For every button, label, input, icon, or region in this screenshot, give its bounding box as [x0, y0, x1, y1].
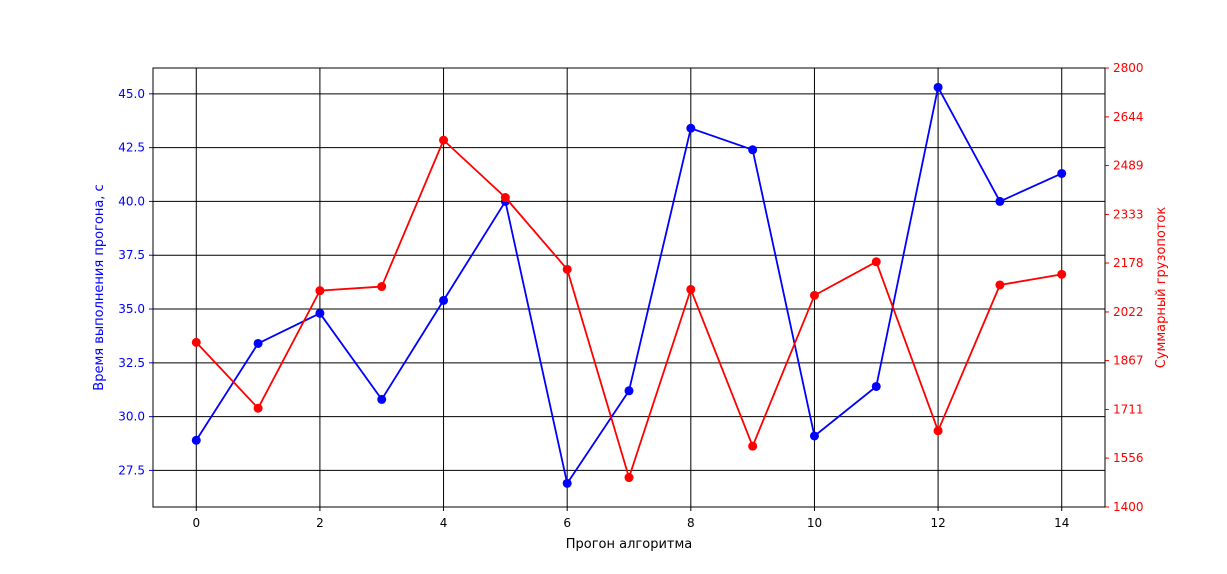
data-point-s0-7: [624, 386, 634, 396]
y-right-tick-label-1: 1556: [1113, 451, 1144, 465]
y-right-tick-label-9: 2800: [1113, 61, 1144, 75]
data-point-s1-4: [439, 135, 449, 145]
data-point-s1-13: [995, 280, 1005, 290]
y-left-tick-label-5: 40.0: [118, 194, 145, 208]
y-left-axis-ticks: 27.5 30.0 32.5 35.0 37.5 40.0 42.5 45.0: [118, 87, 153, 477]
data-point-s1-11: [871, 257, 881, 267]
y-left-tick-label-2: 32.5: [118, 356, 145, 370]
y-left-tick-label-0: 27.5: [118, 463, 145, 477]
data-point-s0-14: [1057, 168, 1067, 178]
data-point-s1-7: [624, 473, 634, 483]
y-right-tick-label-2: 1711: [1113, 402, 1144, 416]
y-right-tick-label-3: 1867: [1113, 354, 1144, 368]
data-point-s1-8: [686, 284, 696, 294]
y-right-axis-ticks: 1400 1556 1711 1867 2022 2178 2333 2489 2644 2800: [1105, 61, 1144, 514]
data-point-s1-12: [933, 426, 943, 436]
y-left-tick-label-3: 35.0: [118, 302, 145, 316]
y-right-axis-label: Суммарный грузопоток: [1154, 207, 1169, 369]
x-tick-label-6: 12: [930, 516, 945, 530]
y-right-tick-label-8: 2644: [1113, 110, 1144, 124]
x-tick-label-7: 14: [1054, 516, 1069, 530]
data-point-s0-12: [933, 82, 943, 92]
data-point-s1-14: [1057, 269, 1067, 279]
y-right-tick-label-6: 2333: [1113, 207, 1144, 221]
data-point-s1-3: [377, 282, 387, 292]
data-point-s0-3: [377, 394, 387, 404]
data-point-s0-13: [995, 196, 1005, 206]
y-right-tick-label-5: 2178: [1113, 256, 1144, 270]
data-point-s1-1: [253, 403, 263, 413]
y-left-tick-label-7: 45.0: [118, 87, 145, 101]
y-left-tick-label-1: 30.0: [118, 410, 145, 424]
data-point-s0-8: [686, 123, 696, 133]
y-right-tick-label-4: 2022: [1113, 305, 1144, 319]
y-left-axis-label: Время выполнения прогона, с: [92, 184, 107, 390]
data-point-s0-1: [253, 338, 263, 348]
data-point-s0-4: [439, 295, 449, 305]
y-right-tick-label-0: 1400: [1113, 500, 1144, 514]
data-point-s0-9: [748, 145, 758, 155]
data-point-s0-0: [191, 435, 201, 445]
x-tick-label-0: 0: [192, 516, 200, 530]
series-right: [191, 135, 1067, 483]
x-tick-label-3: 6: [563, 516, 571, 530]
data-point-s0-11: [871, 381, 881, 391]
x-axis-label: Прогон алгоритма: [566, 537, 693, 552]
data-point-s1-2: [315, 286, 325, 296]
data-point-s1-10: [809, 290, 819, 300]
data-point-s0-10: [809, 431, 819, 441]
y-right-tick-label-7: 2489: [1113, 159, 1144, 173]
plot-frame: [152, 67, 1106, 508]
data-point-s0-6: [562, 478, 572, 488]
y-left-tick-label-6: 42.5: [118, 141, 145, 155]
data-point-s1-5: [500, 193, 510, 203]
grid-lines: [153, 68, 1105, 507]
x-tick-label-4: 8: [687, 516, 695, 530]
series-layer: [191, 82, 1067, 488]
series-left: [191, 82, 1067, 488]
data-point-s1-0: [191, 337, 201, 347]
x-tick-label-5: 10: [807, 516, 822, 530]
x-tick-label-2: 4: [440, 516, 448, 530]
x-axis-ticks: 0 2 4 6 8 10 12 14: [192, 507, 1069, 530]
x-tick-label-1: 2: [316, 516, 324, 530]
data-point-s1-6: [562, 264, 572, 274]
y-left-tick-label-4: 37.5: [118, 248, 145, 262]
data-point-s0-2: [315, 308, 325, 318]
data-point-s1-9: [748, 441, 758, 451]
